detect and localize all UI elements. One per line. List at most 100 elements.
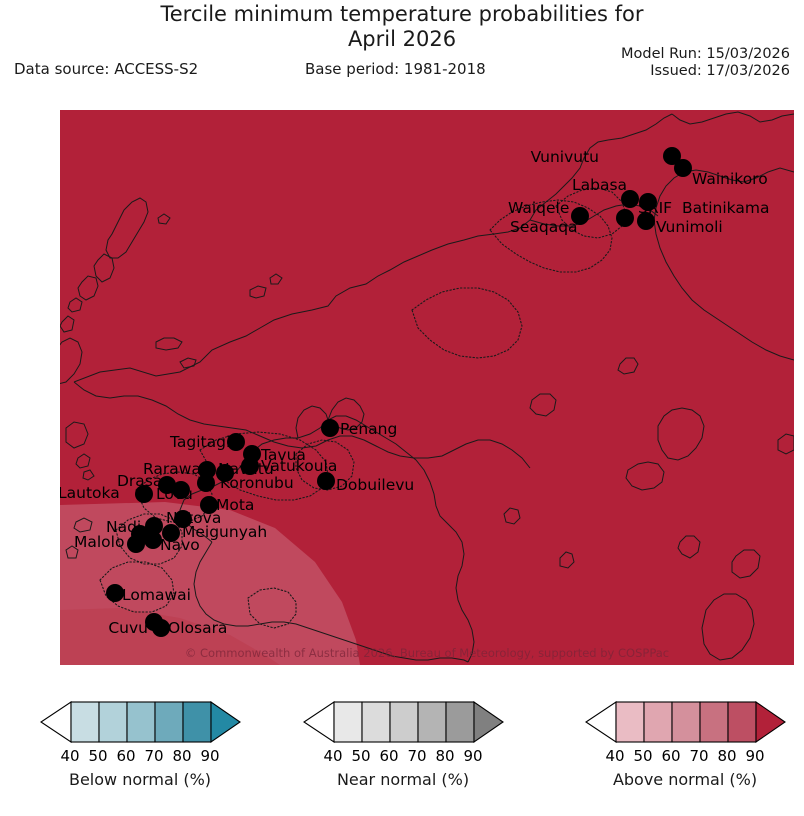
colorbar-above-swatches [584,700,786,744]
colorbar-above-right-arrow [754,700,786,744]
model-run-label: Model Run: 15/03/2026 [620,46,790,62]
tick-60: 60 [661,747,681,765]
base-period-label: Base period: 1981-2018 [305,60,486,78]
station-dot [135,485,153,503]
colorbar-near-caption: Near normal (%) [336,770,470,789]
colorbar-near-seg-5 [444,701,475,743]
colorbar-below-swatches [39,700,241,744]
station-dot [637,212,655,230]
station-label-lautoka: Lautoka [60,484,120,502]
colorbar-below-caption: Below normal (%) [68,770,212,789]
station-dot [197,474,215,492]
station-dots [106,147,692,637]
tick-70: 70 [144,747,164,765]
tick-40: 40 [605,747,625,765]
station-dot [571,207,589,225]
station-label-rarawai: Rarawai [143,460,205,478]
colorbar-near-left-arrow [302,700,335,744]
tick-60: 60 [379,747,399,765]
station-dot [639,193,657,211]
station-label-lomawai: Lomawai [122,586,191,604]
tick-50: 50 [88,747,108,765]
station-dot [127,535,145,553]
tick-90: 90 [463,747,483,765]
station-dot [216,464,234,482]
colorbar-near-seg-3 [388,701,419,743]
page-title: Tercile minimum temperature probabilitie… [0,2,804,52]
colorbar-below-normal[interactable]: 40 50 60 70 80 90 Below normal (%) [18,699,262,794]
colorbar-below-left-arrow [39,700,72,744]
colorbar-below-seg-3 [125,701,156,743]
station-dot [663,147,681,165]
station-label-dobuilevu: Dobuilevu [336,476,414,494]
colorbar-above-seg-3 [670,701,701,743]
tick-40: 40 [323,747,343,765]
station-label-mota: Mota [216,496,254,514]
colorbar-above-seg-4 [698,701,729,743]
run-info: Model Run: 15/03/2026 Issued: 17/03/2026 [621,46,790,80]
station-label-lovu: Lovu [156,485,193,503]
data-source-label: Data source: ACCESS-S2 [14,60,199,78]
tick-50: 50 [633,747,653,765]
station-dot [227,433,245,451]
tick-80: 80 [717,747,737,765]
colorbar-above-ticks: 40 50 60 70 80 90 [572,747,798,765]
station-label-vunimoli: Vunimoli [656,218,723,236]
station-label-batinikama: Batinikama [682,199,769,217]
tick-50: 50 [351,747,371,765]
colorbar-below-seg-5 [181,701,212,743]
station-label-cuvu: Cuvu [108,619,148,637]
colorbar-near-swatches [302,700,504,744]
station-label-vatukoula: Vatukoula [261,457,337,475]
station-dot [241,457,259,475]
colorbar-near-normal[interactable]: 40 50 60 70 80 90 Near normal (%) [290,699,516,794]
colorbar-above-normal[interactable]: 40 50 60 70 80 90 Above normal (%) [572,699,798,794]
colorbar-below-right-arrow [209,700,241,744]
station-label-seaqaqa: Seaqaqa [510,218,578,236]
title-line-1: Tercile minimum temperature probabilitie… [160,2,644,26]
probability-map[interactable]: Vunivutu Wainikoro Labasa Waiqele SRIF B… [60,110,794,665]
colorbar-near-seg-1 [332,701,363,743]
station-dot [198,461,216,479]
station-dot [621,190,639,208]
colorbar-near-ticks: 40 50 60 70 80 90 [290,747,516,765]
station-label-navatu: Navatu [218,460,274,478]
colorbar-below-seg-2 [97,701,128,743]
title-line-2: April 2026 [347,27,457,51]
station-dot [145,517,163,535]
station-dot [158,476,176,494]
tick-70: 70 [689,747,709,765]
colorbar-above-caption: Above normal (%) [612,770,758,789]
tick-90: 90 [200,747,220,765]
colorbar-above-left-arrow [584,700,617,744]
station-label-navo: Navo [160,536,200,554]
station-label-malolo: Malolo [74,533,124,551]
station-dot [674,159,692,177]
station-dot [200,496,218,514]
station-dot [616,209,634,227]
map-canvas: Vunivutu Wainikoro Labasa Waiqele SRIF B… [60,110,794,665]
station-dot [162,524,180,542]
station-dot [172,481,190,499]
station-label-tagitagi: Tagitagi [169,433,230,451]
station-label-waiqele: Waiqele [508,199,569,217]
tick-90: 90 [745,747,765,765]
colorbar-below-seg-1 [69,701,100,743]
station-label-drasa: Drasa [117,472,162,490]
tick-80: 80 [435,747,455,765]
station-dot [152,619,170,637]
station-label-tavua: Tavua [260,446,306,464]
colorbar-above-seg-2 [642,701,673,743]
map-fill-midband [60,608,280,665]
station-label-koronubu: Koronubu [220,474,294,492]
station-dot [174,510,192,528]
tick-80: 80 [172,747,192,765]
station-labels: Vunivutu Wainikoro Labasa Waiqele SRIF B… [60,148,769,637]
colorbar-below-seg-4 [153,701,184,743]
station-dot [144,531,162,549]
colorbar-near-right-arrow [472,700,504,744]
map-credit: © Commonwealth of Australia 2026, Bureau… [184,646,670,660]
station-dot [317,472,335,490]
colorbar-above-seg-1 [614,701,645,743]
